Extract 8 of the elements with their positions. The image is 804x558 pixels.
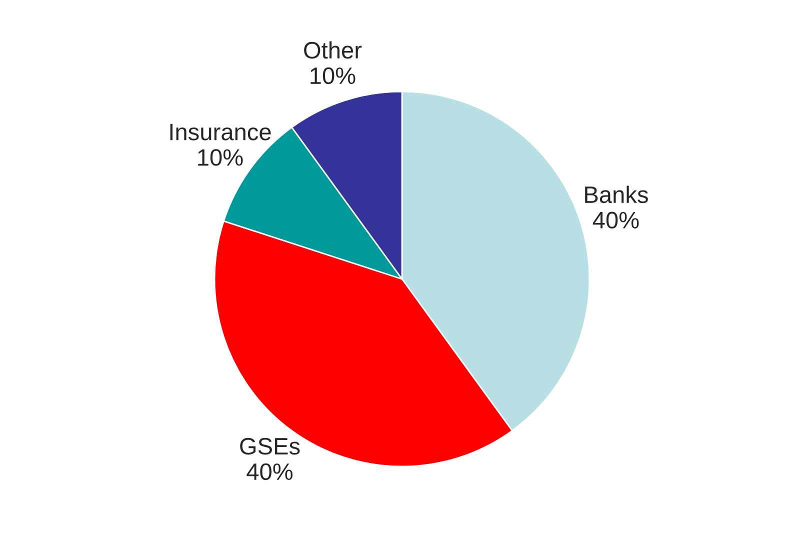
slice-label: GSEs (240, 438, 300, 455)
data-label: 10% (198, 149, 243, 166)
slice-label: Other (304, 41, 362, 59)
slice-label: Banks (585, 186, 648, 204)
slice-label: Insurance (170, 124, 271, 140)
data-label: 40% (592, 212, 639, 229)
data-label: 40% (246, 463, 293, 480)
data-label: 10% (310, 67, 356, 84)
